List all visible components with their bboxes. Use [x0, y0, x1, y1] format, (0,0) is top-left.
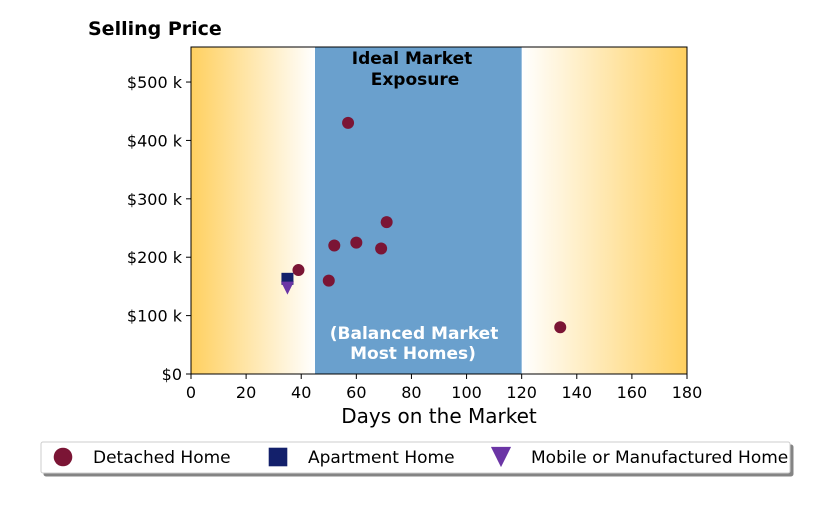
y-tick-label: $0: [162, 365, 182, 384]
annotation-ideal-market: Ideal Market Exposure: [352, 49, 478, 90]
x-tick-label: 100: [451, 383, 482, 402]
data-points: [280, 116, 567, 334]
annotation-balanced-line-1: (Balanced Market: [330, 324, 499, 344]
x-tick-label: 20: [236, 383, 256, 402]
y-axis: $0 $100 k $200 k $300 k $400 k $500 k: [127, 73, 191, 384]
annotation-balanced-line-2: Most Homes): [350, 344, 476, 364]
ideal-market-band: [315, 47, 522, 374]
y-tick-label: $200 k: [127, 248, 183, 267]
y-tick-label: $400 k: [127, 131, 183, 150]
x-tick-label: 0: [186, 383, 196, 402]
band-layer: [315, 47, 522, 374]
y-tick-label: $100 k: [127, 307, 183, 326]
y-tick-label: $300 k: [127, 190, 183, 209]
chart-title: Selling Price: [88, 18, 222, 40]
x-tick-label: 180: [672, 383, 703, 402]
annotation-layer: Ideal Market Exposure (Balanced Market M…: [330, 49, 505, 364]
detached-home-point: [322, 274, 335, 287]
annotation-balanced-market: (Balanced Market Most Homes): [330, 324, 505, 364]
legend-item-detached-home: Detached Home: [53, 447, 231, 468]
legend: Detached Home Apartment Home Mobile or Man…: [40, 441, 791, 474]
x-tick-label: 120: [506, 383, 537, 402]
detached-home-point: [375, 242, 388, 255]
legend-marker-detached-home: [53, 447, 73, 467]
legend-item-mobile-or-manufactured-home: Mobile or Manufactured Home: [490, 446, 788, 468]
legend-marker-mobile-or-manufactured-home: [490, 446, 512, 468]
legend-label-apartment-home: Apartment Home: [308, 448, 455, 468]
legend-item-apartment-home: Apartment Home: [268, 447, 455, 468]
detached-home-point: [328, 239, 341, 252]
x-axis-label: Days on the Market: [341, 404, 537, 428]
annotation-ideal-line-2: Exposure: [371, 70, 460, 90]
legend-label-mobile-or-manufactured-home: Mobile or Manufactured Home: [531, 448, 788, 468]
detached-home-point: [380, 216, 393, 229]
annotation-ideal-line-1: Ideal Market: [352, 49, 473, 69]
x-tick-label: 40: [291, 383, 311, 402]
detached-home-point: [342, 116, 355, 129]
x-tick-label: 80: [401, 383, 421, 402]
legend-label-detached-home: Detached Home: [93, 448, 231, 468]
legend-box: [40, 441, 791, 474]
plot-frame: [190, 46, 688, 375]
detached-home-point: [350, 236, 363, 249]
x-tick-label: 160: [617, 383, 648, 402]
legend-marker-apartment-home: [268, 447, 288, 467]
x-tick-label: 140: [562, 383, 593, 402]
x-axis: 0 20 40 60 80 100 120 140 160 180: [186, 374, 702, 402]
detached-home-point: [554, 321, 567, 334]
detached-home-point: [292, 264, 305, 277]
y-tick-label: $500 k: [127, 73, 183, 92]
mobile-or-manufactured-home-point: [280, 281, 294, 295]
x-tick-label: 60: [346, 383, 366, 402]
